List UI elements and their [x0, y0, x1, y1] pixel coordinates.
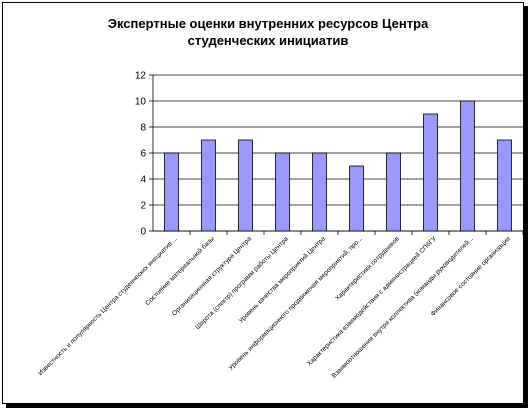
- category-label: Состояние материальной базы: [144, 235, 216, 307]
- category-label: Организационная структура Центра: [171, 235, 253, 317]
- bar: [460, 100, 475, 232]
- bar: [201, 139, 216, 232]
- category-label: Финансовое состояние организации: [430, 235, 513, 318]
- bar: [312, 152, 327, 232]
- bar: [423, 113, 438, 232]
- bar: [164, 152, 179, 232]
- chart-frame: Экспертные оценки внутренних ресурсов Це…: [2, 2, 524, 404]
- bar: [349, 165, 364, 232]
- chart-title-line-1: Экспертные оценки внутренних ресурсов Це…: [108, 16, 429, 31]
- y-tick-label: 12: [135, 71, 147, 82]
- chart-title-line-2: студенческих инициатив: [188, 33, 349, 48]
- bar: [497, 139, 512, 232]
- bar: [386, 152, 401, 232]
- bar: [238, 139, 253, 232]
- y-tick-label: 2: [140, 201, 146, 212]
- category-label: Уровень информационного продвижения меро…: [227, 235, 364, 372]
- bar: [275, 152, 290, 232]
- category-label: Взаимоотношения внутри коллектива (коман…: [330, 235, 475, 380]
- category-label: Известность и популярность Центра студен…: [37, 235, 179, 377]
- y-tick-label: 8: [140, 123, 146, 134]
- y-tick-label: 4: [140, 175, 146, 186]
- y-tick-label: 0: [140, 227, 146, 238]
- y-tick-label: 6: [140, 149, 146, 160]
- category-label: Характеристики сотрудников: [334, 235, 401, 302]
- category-label: Характеристика взаимодействия с админист…: [305, 234, 438, 367]
- plot-area: 0 2 4 6 8 10 12 Известность и популярность Цент…: [37, 71, 523, 380]
- bar-chart: Экспертные оценки внутренних ресурсов Це…: [37, 16, 523, 380]
- y-tick-label: 10: [135, 97, 147, 108]
